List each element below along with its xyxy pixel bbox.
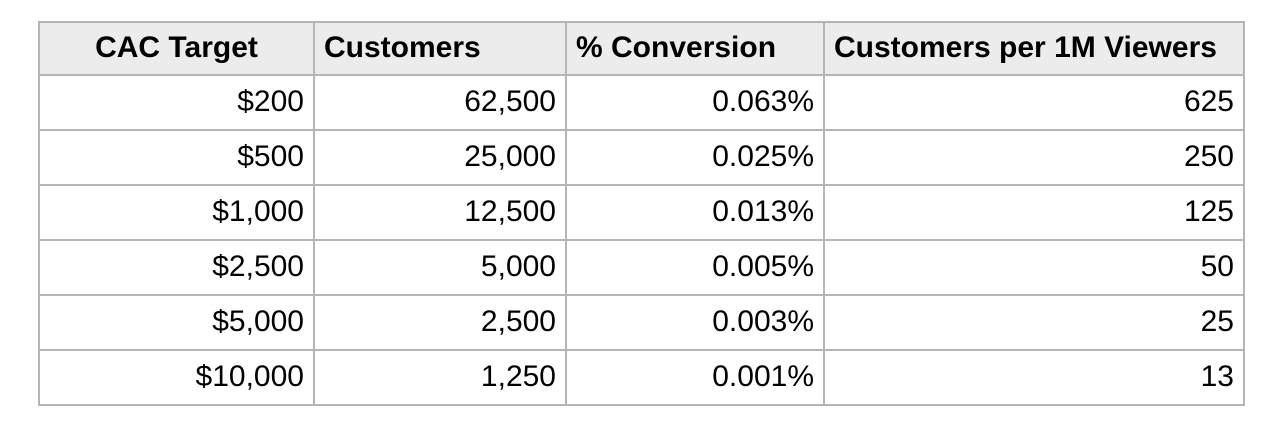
cell-customers: 12,500 xyxy=(313,184,567,241)
cell-conversion: 0.005% xyxy=(565,239,825,296)
table-row: $5,000 2,500 0.003% 25 xyxy=(38,294,1245,351)
cell-conversion: 0.025% xyxy=(565,129,825,186)
cell-cac-target: $500 xyxy=(38,129,315,186)
cell-customers: 62,500 xyxy=(313,74,567,131)
cac-target-table: CAC Target Customers % Conversion Custom… xyxy=(38,21,1245,406)
cell-customers-per-1m: 250 xyxy=(823,129,1245,186)
table-row: $1,000 12,500 0.013% 125 xyxy=(38,184,1245,241)
header-conversion: % Conversion xyxy=(565,21,825,76)
cell-conversion: 0.003% xyxy=(565,294,825,351)
cell-customers-per-1m: 13 xyxy=(823,349,1245,406)
cell-customers: 25,000 xyxy=(313,129,567,186)
table-row: $200 62,500 0.063% 625 xyxy=(38,74,1245,131)
table-row: $2,500 5,000 0.005% 50 xyxy=(38,239,1245,296)
cell-conversion: 0.063% xyxy=(565,74,825,131)
header-row: CAC Target Customers % Conversion Custom… xyxy=(38,21,1245,76)
cell-customers-per-1m: 25 xyxy=(823,294,1245,351)
cell-customers-per-1m: 625 xyxy=(823,74,1245,131)
cell-cac-target: $1,000 xyxy=(38,184,315,241)
table-row: $500 25,000 0.025% 250 xyxy=(38,129,1245,186)
cell-customers-per-1m: 125 xyxy=(823,184,1245,241)
cell-customers-per-1m: 50 xyxy=(823,239,1245,296)
cell-customers: 5,000 xyxy=(313,239,567,296)
cell-cac-target: $200 xyxy=(38,74,315,131)
table-row: $10,000 1,250 0.001% 13 xyxy=(38,349,1245,406)
cell-conversion: 0.013% xyxy=(565,184,825,241)
cell-cac-target: $2,500 xyxy=(38,239,315,296)
header-cac-target: CAC Target xyxy=(38,21,315,76)
cell-customers: 2,500 xyxy=(313,294,567,351)
cell-cac-target: $5,000 xyxy=(38,294,315,351)
header-customers-per-1m-viewers: Customers per 1M Viewers xyxy=(823,21,1245,76)
cell-conversion: 0.001% xyxy=(565,349,825,406)
cell-cac-target: $10,000 xyxy=(38,349,315,406)
table-container: CAC Target Customers % Conversion Custom… xyxy=(38,21,1245,406)
header-customers: Customers xyxy=(313,21,567,76)
cell-customers: 1,250 xyxy=(313,349,567,406)
